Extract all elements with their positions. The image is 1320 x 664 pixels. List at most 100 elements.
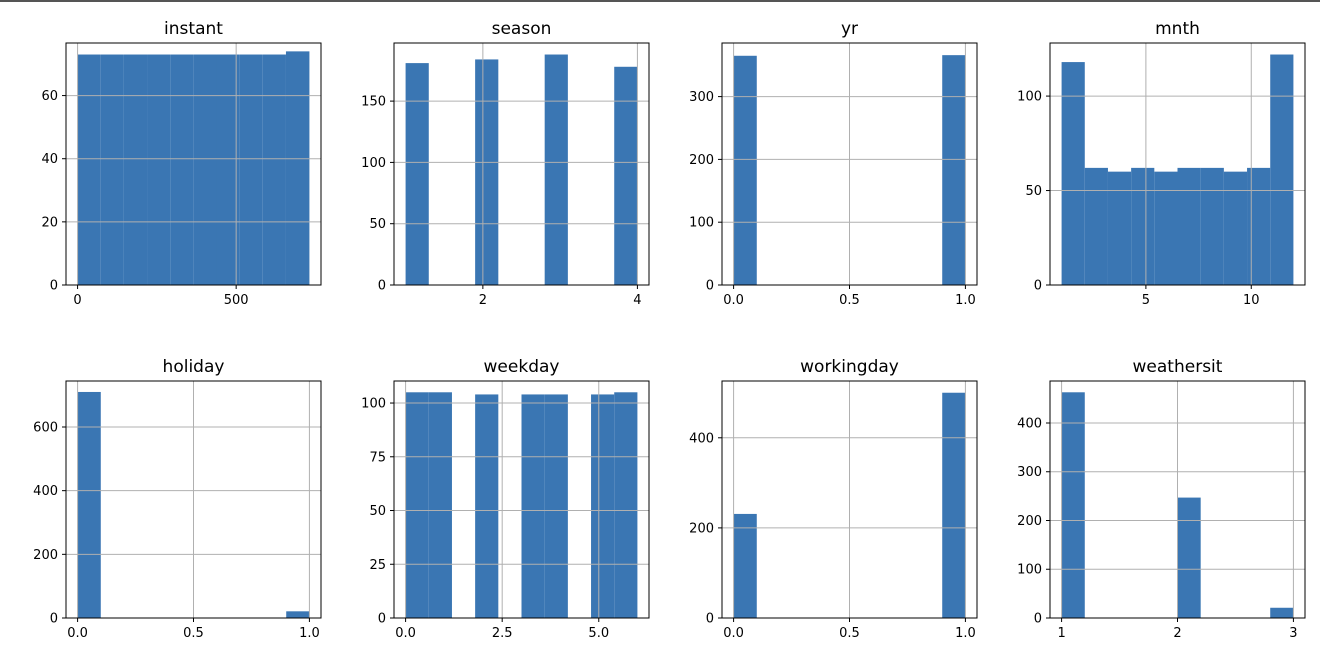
y-tick-label: 0	[706, 612, 714, 627]
histogram-bar	[1061, 392, 1085, 618]
y-tick-label: 50	[369, 504, 386, 519]
y-tick-label: 50	[1025, 184, 1042, 199]
top-border-line	[0, 0, 1320, 2]
x-tick-label: 5	[1142, 293, 1150, 308]
x-tick-label: 4	[633, 293, 641, 308]
axes-frame	[65, 42, 322, 286]
y-tick-label: 20	[41, 215, 58, 230]
histogram-bar	[262, 54, 286, 286]
histogram-bar	[405, 63, 429, 285]
histogram-bar	[614, 392, 638, 618]
histogram-bar	[193, 54, 217, 286]
y-tick-label: 200	[1017, 514, 1042, 529]
histogram-bar	[942, 55, 966, 285]
axes-frame	[393, 42, 650, 286]
histogram-bar	[77, 54, 101, 286]
histogram-bar	[1247, 167, 1271, 285]
histogram-bar	[428, 392, 452, 618]
y-tick-label: 400	[1017, 416, 1042, 431]
histogram-workingday: 0.0 0.5 1.0 0 200 400 workingday	[689, 357, 978, 641]
histogram-bar	[475, 59, 499, 286]
histogram-weathersit: 1 2 3 0 100 200 300 400 weathersit	[1017, 357, 1306, 641]
histogram-bar	[1131, 167, 1155, 285]
histogram-bar	[942, 392, 966, 618]
y-tick-label: 25	[369, 558, 386, 573]
x-tick-label: 500	[224, 293, 249, 308]
histogram-bar	[733, 513, 757, 618]
y-tick-label: 200	[689, 521, 714, 536]
histogram-bar	[614, 66, 638, 286]
histogram-bar	[1270, 607, 1294, 618]
y-tick-label: 300	[1017, 465, 1042, 480]
axes-frame	[1049, 42, 1306, 286]
x-tick-label: 0.0	[723, 626, 744, 641]
y-tick-label: 100	[361, 156, 386, 171]
histogram-yr: 0.0 0.5 1.0 0 100 200 300 yr	[689, 19, 978, 308]
y-tick-label: 75	[369, 450, 386, 465]
histogram-bar	[521, 394, 545, 618]
y-tick-label: 0	[706, 279, 714, 294]
histogram-bar	[544, 394, 568, 618]
x-tick-label: 0.0	[395, 626, 416, 641]
histogram-bar	[405, 392, 429, 618]
chart-title: weekday	[484, 357, 560, 377]
histogram-bar	[285, 51, 310, 285]
y-tick-label: 400	[33, 484, 58, 499]
histogram-bar	[100, 54, 124, 286]
histogram-bar	[544, 54, 568, 286]
chart-title: workingday	[800, 357, 899, 377]
histogram-instant: 0 500 0 20 40 60 instant	[41, 19, 322, 308]
histogram-holiday: 0.0 0.5 1.0 0 200 400 600 holiday	[33, 357, 322, 641]
y-tick-label: 100	[1017, 90, 1042, 105]
histogram-bar	[475, 394, 499, 618]
y-tick-label: 0	[1034, 279, 1042, 294]
chart-title: instant	[164, 19, 223, 39]
histogram-bar	[1084, 167, 1108, 285]
y-tick-label: 150	[361, 95, 386, 110]
y-tick-label: 100	[361, 397, 386, 412]
histogram-bar	[1107, 171, 1132, 285]
y-tick-label: 40	[41, 152, 58, 167]
y-tick-label: 200	[33, 548, 58, 563]
histogram-bar	[239, 54, 263, 286]
axes-frame	[393, 380, 650, 619]
histogram-bar	[1270, 54, 1294, 286]
x-tick-label: 1	[1057, 626, 1065, 641]
histogram-bar	[1154, 171, 1178, 285]
histogram-bar	[286, 611, 310, 618]
x-tick-label: 10	[1243, 293, 1260, 308]
y-tick-label: 200	[689, 153, 714, 168]
histogram-bar	[216, 54, 240, 286]
histogram-bar	[1223, 171, 1248, 285]
histogram-bar	[733, 55, 757, 285]
x-tick-label: 2	[479, 293, 487, 308]
y-tick-label: 0	[50, 279, 58, 294]
histogram-bar	[1200, 167, 1224, 285]
y-tick-label: 50	[369, 217, 386, 232]
y-tick-label: 100	[689, 216, 714, 231]
y-tick-label: 0	[378, 279, 386, 294]
y-tick-label: 60	[41, 89, 58, 104]
x-tick-label: 5.0	[588, 626, 609, 641]
histogram-bar	[591, 394, 615, 618]
histogram-bar	[1061, 62, 1085, 285]
chart-title: holiday	[163, 357, 225, 377]
histogram-weekday: 0.0 2.5 5.0 0 25 50 75 100 weekday	[361, 357, 650, 641]
x-tick-label: 1.0	[299, 626, 320, 641]
histogram-bar	[1177, 497, 1201, 618]
chart-title: mnth	[1155, 19, 1200, 39]
chart-title: weathersit	[1133, 357, 1223, 377]
y-tick-label: 0	[50, 612, 58, 627]
y-tick-label: 0	[378, 612, 386, 627]
x-tick-label: 0	[73, 293, 81, 308]
x-tick-label: 2.5	[492, 626, 513, 641]
chart-title: season	[492, 19, 552, 39]
x-tick-label: 1.0	[955, 626, 976, 641]
x-tick-label: 0.0	[67, 626, 88, 641]
chart-title: yr	[841, 19, 858, 39]
x-tick-label: 3	[1289, 626, 1297, 641]
y-tick-label: 300	[689, 90, 714, 105]
x-tick-label: 2	[1173, 626, 1181, 641]
